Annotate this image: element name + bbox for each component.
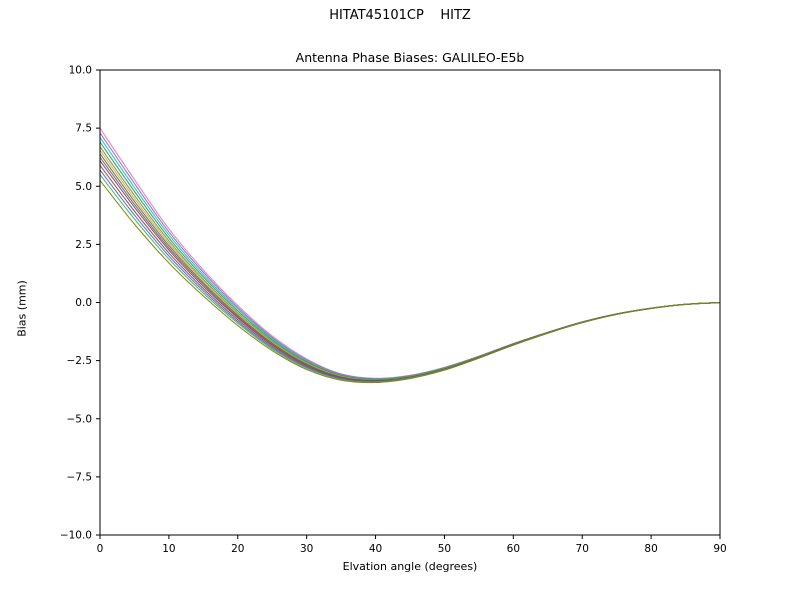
series-curve-7 — [99, 153, 721, 381]
series-curve-1 — [99, 127, 721, 379]
y-tick-label: 2.5 — [75, 239, 92, 251]
y-tick-label: 10.0 — [69, 65, 92, 77]
series-curve-2 — [99, 132, 721, 380]
x-tick-label: 0 — [97, 543, 104, 555]
y-tick-label: −10.0 — [60, 530, 92, 542]
figure-title: HITAT45101CP HITZ — [329, 8, 471, 23]
y-axis-label: Bias (mm) — [15, 280, 29, 337]
y-tick-label: 5.0 — [75, 181, 92, 193]
x-axis-label: Elvation angle (degrees) — [342, 560, 478, 573]
y-tick-label: 0.0 — [75, 297, 92, 309]
x-tick-label: 70 — [576, 543, 589, 555]
x-tick-label: 50 — [438, 543, 451, 555]
series-curve-13 — [99, 180, 721, 384]
axes-title: Antenna Phase Biases: GALILEO-E5b — [295, 50, 525, 65]
y-tick-label: −5.0 — [67, 413, 93, 425]
x-tick-label: 60 — [507, 543, 520, 555]
x-axis-ticks: 0 10 20 30 40 50 60 70 80 90 — [97, 535, 727, 555]
x-tick-label: 20 — [231, 543, 244, 555]
y-axis-ticks: 10.0 7.5 5.0 2.5 0.0 −2.5 −5.0 −7.5 −10.0 — [60, 65, 100, 542]
x-tick-label: 90 — [713, 543, 726, 555]
x-tick-label: 80 — [644, 543, 657, 555]
x-tick-label: 10 — [162, 543, 175, 555]
y-tick-label: −7.5 — [67, 471, 93, 483]
y-tick-label: 7.5 — [75, 123, 92, 135]
plot-curves — [99, 127, 721, 384]
x-tick-label: 40 — [369, 543, 382, 555]
x-tick-label: 30 — [300, 543, 313, 555]
axes-frame — [99, 69, 721, 536]
y-tick-label: −2.5 — [67, 355, 93, 367]
